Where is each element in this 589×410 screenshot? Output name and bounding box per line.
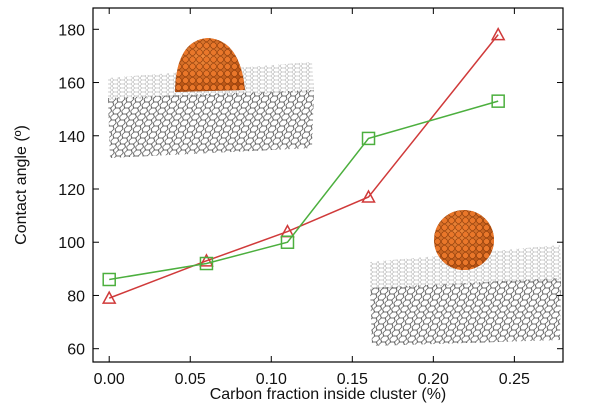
y-tick-label: 160 bbox=[58, 76, 85, 93]
x-tick-label: 0.15 bbox=[337, 371, 368, 388]
y-tick-label: 140 bbox=[58, 129, 85, 146]
marker bbox=[199, 253, 214, 267]
marker bbox=[101, 290, 117, 304]
y-tick-label: 60 bbox=[67, 342, 85, 359]
x-axis-label: Carbon fraction inside cluster (%) bbox=[210, 386, 447, 403]
marker bbox=[361, 189, 376, 203]
series-line bbox=[108, 34, 499, 299]
marker bbox=[102, 272, 116, 287]
y-tick-label: 80 bbox=[67, 288, 85, 305]
marker bbox=[361, 131, 376, 146]
y-tick-label: 120 bbox=[58, 182, 85, 199]
y-axis-label: Contact angle (º) bbox=[13, 125, 30, 245]
series-line bbox=[109, 100, 499, 281]
y-tick-label: 180 bbox=[58, 22, 85, 39]
y-tick-label: 100 bbox=[58, 235, 85, 252]
x-tick-label: 0.05 bbox=[175, 371, 206, 388]
plot-frame bbox=[92, 7, 564, 363]
x-tick-label: 0.00 bbox=[94, 371, 125, 388]
inset-image-top bbox=[108, 38, 314, 158]
x-tick-label: 0.25 bbox=[499, 371, 530, 388]
marker bbox=[491, 94, 505, 108]
marker bbox=[199, 256, 214, 271]
marker bbox=[490, 27, 506, 41]
inset-image-bottom bbox=[370, 210, 561, 346]
x-tick-label: 0.20 bbox=[418, 371, 449, 388]
x-tick-label: 0.10 bbox=[256, 371, 287, 388]
marker bbox=[280, 235, 295, 249]
